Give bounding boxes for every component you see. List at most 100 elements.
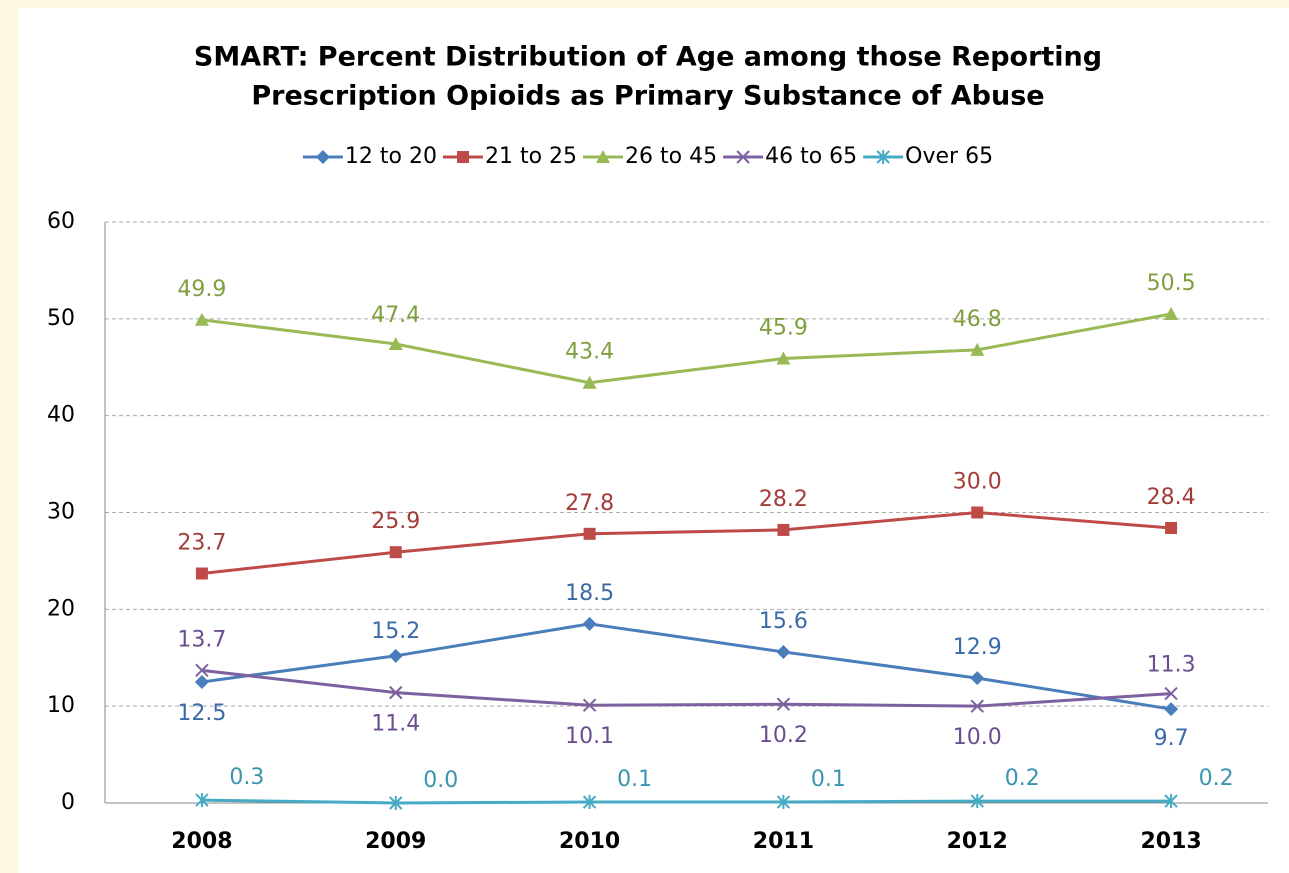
data-label: 28.2 (759, 487, 808, 512)
legend-label: Over 65 (905, 144, 993, 169)
data-label: 28.4 (1147, 485, 1196, 510)
data-label: 12.9 (953, 635, 1002, 660)
x-tick-label: 2012 (947, 829, 1008, 854)
y-tick-label: 20 (47, 596, 75, 621)
marker (1164, 702, 1179, 717)
marker (1164, 686, 1178, 701)
marker-shape (1164, 794, 1178, 809)
marker (388, 337, 403, 351)
marker-shape (970, 342, 985, 356)
marker (315, 150, 330, 164)
y-tick-label: 60 (47, 209, 75, 234)
series-line (201, 668, 1172, 708)
marker (389, 546, 402, 559)
marker (1164, 306, 1179, 320)
data-label: 47.4 (371, 303, 420, 328)
legend-item: 26 to 45 (583, 144, 717, 169)
marker-shape (389, 685, 403, 700)
data-label: 15.2 (371, 619, 420, 644)
data-label: 0.2 (1199, 766, 1234, 791)
y-tick-label: 0 (61, 790, 75, 815)
data-label: 0.2 (1005, 766, 1040, 791)
data-label: 49.9 (177, 277, 226, 302)
data-label: 25.9 (371, 509, 420, 534)
marker (1164, 794, 1178, 809)
marker (582, 698, 597, 712)
marker (971, 506, 984, 519)
series-line (201, 622, 1172, 711)
chart-title: SMART: Percent Distribution of Age among… (194, 42, 1102, 73)
marker (389, 796, 403, 810)
x-tick-label: 2013 (1140, 829, 1201, 854)
marker (582, 375, 597, 389)
marker (970, 794, 984, 809)
marker-shape (1165, 521, 1178, 534)
marker-shape (582, 698, 597, 712)
x-tick-label: 2010 (559, 829, 620, 854)
marker (194, 312, 209, 326)
chart-title: Prescription Opioids as Primary Substanc… (251, 81, 1044, 112)
data-label: 9.7 (1154, 726, 1189, 751)
y-tick-label: 30 (47, 500, 75, 525)
marker (195, 663, 209, 678)
marker (777, 523, 790, 536)
data-label: 43.4 (565, 340, 614, 365)
marker (582, 795, 597, 810)
marker (776, 795, 791, 810)
y-tick-label: 50 (47, 306, 75, 331)
marker (876, 150, 890, 164)
marker-shape (583, 527, 596, 540)
data-label: 12.5 (177, 701, 226, 726)
marker-shape (777, 523, 790, 536)
marker-shape (1164, 702, 1179, 717)
marker-shape (195, 793, 209, 808)
y-tick-label: 40 (47, 403, 75, 428)
marker-shape (1164, 686, 1178, 701)
marker (389, 685, 403, 700)
marker-shape (776, 351, 791, 365)
data-label: 30.0 (953, 470, 1002, 495)
data-label: 10.1 (565, 724, 614, 749)
marker-shape (315, 150, 330, 164)
marker-shape (970, 671, 985, 686)
marker-shape (388, 337, 403, 351)
y-tick-label: 10 (47, 693, 75, 718)
series-line (201, 312, 1172, 385)
series-line (201, 798, 1172, 805)
marker-shape (971, 506, 984, 519)
marker (970, 671, 985, 686)
marker (583, 527, 596, 540)
data-label: 23.7 (177, 531, 226, 556)
data-label: 0.3 (229, 765, 264, 790)
marker-shape (389, 546, 402, 559)
data-label: 0.1 (811, 767, 846, 792)
marker (195, 793, 209, 808)
legend-item: Over 65 (863, 144, 993, 169)
marker-shape (970, 794, 984, 809)
marker (582, 616, 597, 631)
data-label: 15.6 (759, 609, 808, 634)
data-label: 18.5 (565, 581, 614, 606)
marker-shape (582, 375, 597, 389)
data-label: 11.4 (371, 712, 420, 737)
data-label: 46.8 (953, 307, 1002, 332)
data-label: 50.5 (1147, 271, 1196, 296)
marker-shape (1164, 306, 1179, 320)
marker (1165, 521, 1178, 534)
x-tick-label: 2009 (365, 829, 426, 854)
marker-shape (876, 150, 890, 164)
x-tick-label: 2011 (753, 829, 814, 854)
data-label: 27.8 (565, 491, 614, 516)
marker (596, 150, 611, 163)
legend-item: 21 to 25 (442, 144, 577, 169)
marker-shape (970, 699, 984, 713)
marker (456, 151, 469, 163)
x-tick-label: 2008 (171, 829, 232, 854)
marker-shape (736, 150, 750, 164)
marker (776, 644, 791, 659)
marker (736, 150, 750, 164)
data-label: 45.9 (759, 316, 808, 341)
marker-shape (776, 697, 791, 711)
marker-shape (456, 151, 469, 163)
